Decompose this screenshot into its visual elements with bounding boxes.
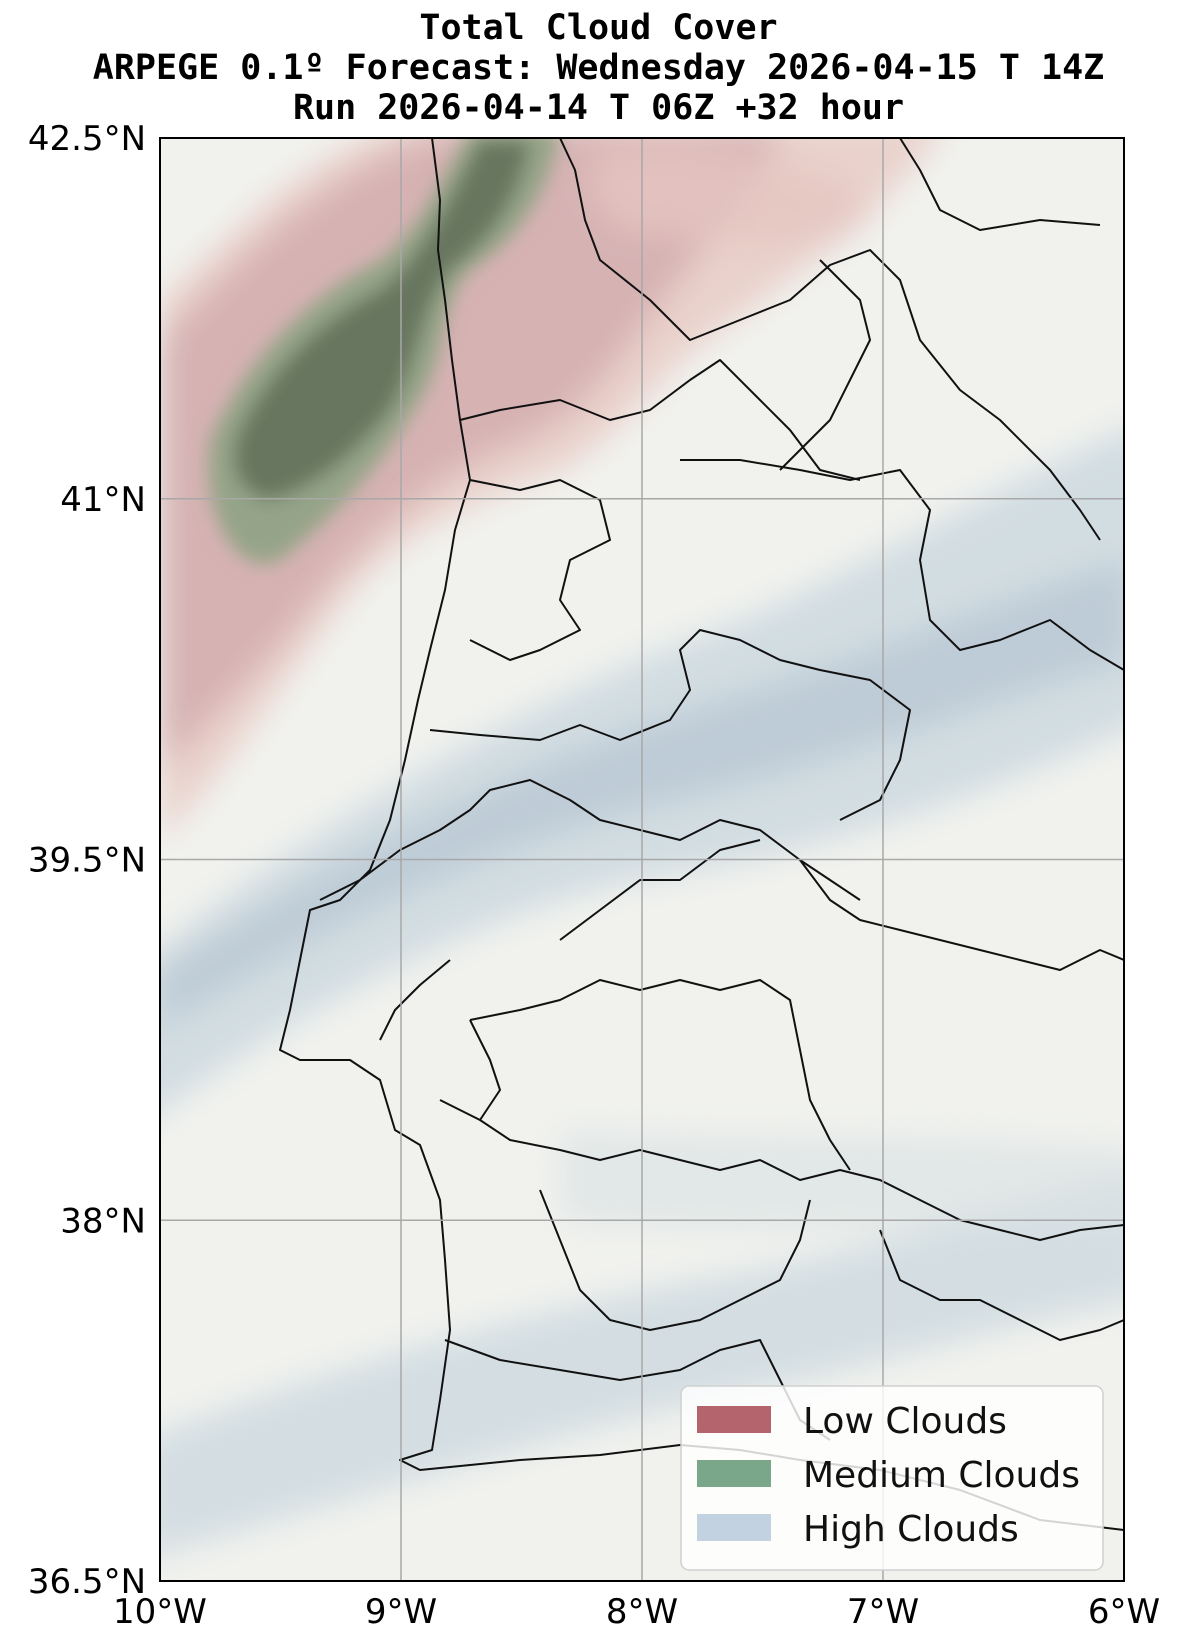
coastline (279, 138, 1124, 1531)
border-east-spain (899, 138, 1101, 231)
border-galicia (779, 259, 871, 471)
district-border-10 (539, 1189, 811, 1331)
sado-estuary (439, 1099, 481, 1121)
cloud-layers (160, 138, 1124, 1581)
x-tick-label: 8°W (606, 1592, 678, 1632)
low-cloud-region-inner (160, 138, 778, 770)
x-tick-label: 9°W (365, 1592, 437, 1632)
x-tick-label: 7°W (847, 1592, 919, 1632)
y-tick-label: 36.5°N (28, 1562, 146, 1602)
title-block: Total Cloud Cover ARPEGE 0.1º Forecast: … (0, 8, 1197, 128)
y-tick-label: 38°N (60, 1201, 146, 1241)
forecast-subtitle: ARPEGE 0.1º Forecast: Wednesday 2026-04-… (92, 48, 1105, 88)
legend-label: High Clouds (803, 1509, 1019, 1550)
run-subtitle: Run 2026-04-14 T 06Z +32 hour (292, 88, 905, 128)
legend: Low Clouds Medium Clouds High Clouds (680, 1385, 1104, 1571)
district-border-3 (680, 459, 1124, 671)
legend-swatch (697, 1460, 771, 1487)
x-tick-label: 6°W (1088, 1592, 1160, 1632)
coastline-and-borders (279, 138, 1124, 1531)
district-border-12 (879, 1229, 1124, 1341)
tagus-estuary (379, 959, 451, 1041)
legend-label: Medium Clouds (803, 1455, 1080, 1496)
legend-box (680, 1385, 1104, 1571)
medium-cloud-core (234, 140, 531, 500)
y-tick-label: 39.5°N (28, 841, 146, 881)
x-tick-label: 10°W (113, 1592, 207, 1632)
district-border-6 (559, 839, 761, 941)
legend-swatch (697, 1514, 771, 1541)
district-border-5 (319, 779, 861, 901)
y-axis-ticks: 42.5°N 41°N 39.5°N 38°N 36.5°N (28, 119, 146, 1602)
high-cloud-band-southeast (560, 1130, 1124, 1230)
medium-cloud-layer (208, 138, 559, 564)
x-axis-ticks: 10°W 9°W 8°W 7°W 6°W (113, 1592, 1160, 1632)
y-tick-label: 42.5°N (28, 119, 146, 159)
chart-title: Total Cloud Cover (419, 8, 778, 48)
legend-swatch (697, 1406, 771, 1433)
district-border-7 (799, 859, 1124, 971)
district-border-2 (469, 479, 611, 661)
district-border-1 (459, 359, 861, 481)
district-border-9 (469, 1019, 1124, 1241)
district-border-8 (469, 979, 851, 1171)
grid-lines (160, 138, 1124, 1581)
legend-label: Low Clouds (803, 1401, 1007, 1442)
plot-frame (159, 137, 1125, 1582)
district-border-4 (429, 629, 911, 821)
portugal-spain-border (559, 138, 1101, 541)
low-cloud-patch-galicia (589, 146, 868, 245)
y-tick-label: 41°N (60, 480, 146, 520)
